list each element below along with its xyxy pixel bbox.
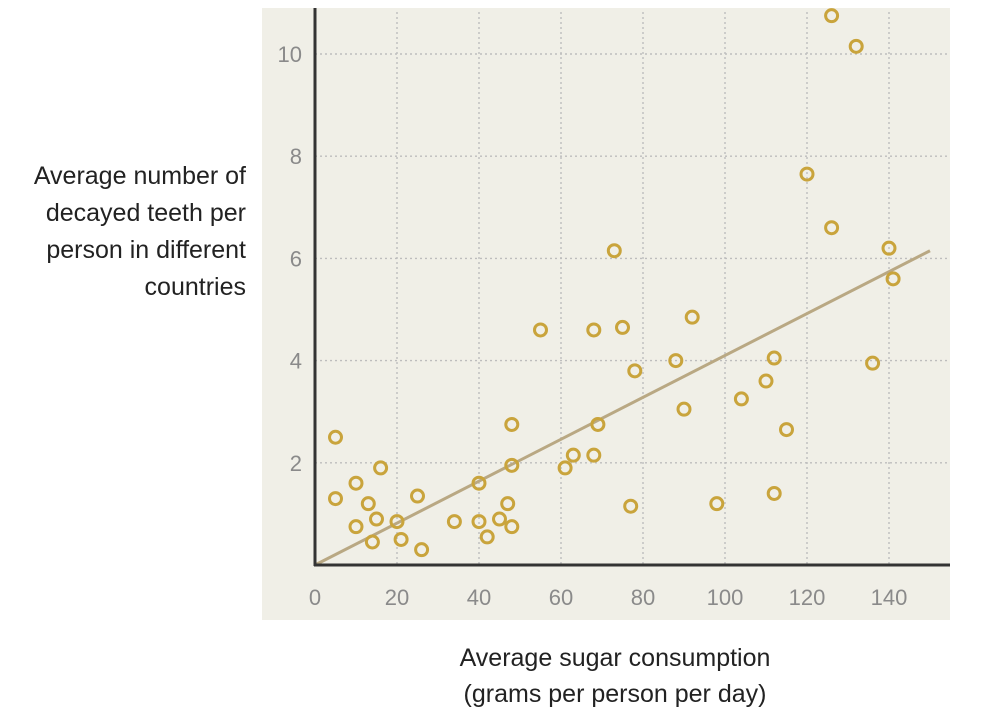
y-tick-label: 10 — [278, 42, 302, 67]
y-axis-label-line: Average number of — [33, 162, 246, 190]
data-point — [824, 8, 840, 24]
x-tick-label: 0 — [309, 585, 321, 610]
data-point — [709, 496, 725, 512]
data-point — [848, 38, 864, 54]
y-tick-label: 6 — [290, 246, 302, 271]
x-axis-label-line: Average sugar consumption — [459, 644, 771, 672]
data-point — [733, 391, 749, 407]
data-point — [389, 514, 405, 530]
data-point — [500, 496, 516, 512]
plot-panel — [262, 8, 950, 620]
data-point — [471, 514, 487, 530]
data-point — [479, 529, 495, 545]
x-axis-label-line: (grams per person per day) — [463, 680, 767, 708]
data-point — [504, 416, 520, 432]
x-tick-label: 140 — [871, 585, 908, 610]
data-point — [758, 373, 774, 389]
y-axis-label-line: person in different — [46, 236, 246, 264]
y-axis-label-line: countries — [144, 273, 246, 301]
grid-lines — [315, 12, 950, 565]
x-tick-label: 40 — [467, 585, 491, 610]
data-point — [627, 363, 643, 379]
data-point — [623, 498, 639, 514]
data-point — [373, 460, 389, 476]
data-point — [885, 271, 901, 287]
data-point — [586, 447, 602, 463]
x-tick-label: 20 — [385, 585, 409, 610]
data-point — [348, 519, 364, 535]
data-point — [446, 514, 462, 530]
y-axis-label: Average number of decayed teeth per pers… — [0, 158, 246, 306]
data-point — [565, 447, 581, 463]
x-tick-label: 80 — [631, 585, 655, 610]
data-point — [684, 309, 700, 325]
data-point — [414, 542, 430, 558]
data-point — [471, 475, 487, 491]
data-point — [410, 488, 425, 504]
data-point — [393, 531, 409, 547]
data-point — [586, 322, 602, 338]
data-point — [328, 491, 343, 507]
data-point — [865, 355, 881, 371]
y-axis-label-line: decayed teeth per — [45, 199, 246, 227]
data-point — [364, 534, 380, 550]
x-tick-label: 60 — [549, 585, 573, 610]
data-point — [824, 220, 840, 236]
data-point — [557, 460, 573, 476]
y-tick-label: 4 — [290, 349, 302, 374]
data-point — [766, 485, 782, 501]
trend-line-group — [314, 249, 931, 567]
data-point — [328, 429, 343, 445]
data-point — [504, 519, 520, 535]
y-tick-labels: 2 4 6 8 10 — [278, 42, 302, 476]
x-axis-label: Average sugar consumption (grams per per… — [420, 640, 810, 712]
data-point — [799, 166, 815, 182]
x-tick-label: 120 — [789, 585, 826, 610]
x-tick-labels: 0 20 40 60 80 100 120 140 — [309, 585, 907, 610]
data-point — [615, 319, 630, 335]
data-point — [779, 422, 794, 438]
data-point — [590, 416, 606, 432]
data-point — [606, 243, 622, 259]
data-point — [504, 457, 520, 473]
data-point — [766, 350, 782, 366]
data-point — [360, 496, 376, 512]
axes — [313, 8, 950, 567]
data-point — [492, 511, 507, 527]
y-tick-label: 2 — [290, 451, 302, 476]
data-point — [881, 240, 897, 256]
y-tick-label: 8 — [290, 144, 302, 169]
data-point — [533, 322, 548, 338]
data-point — [369, 511, 384, 527]
data-point — [676, 401, 692, 417]
trend-line — [314, 249, 931, 567]
x-tick-label: 100 — [707, 585, 744, 610]
data-point — [348, 475, 364, 491]
data-point — [668, 353, 684, 369]
data-points — [328, 8, 901, 558]
